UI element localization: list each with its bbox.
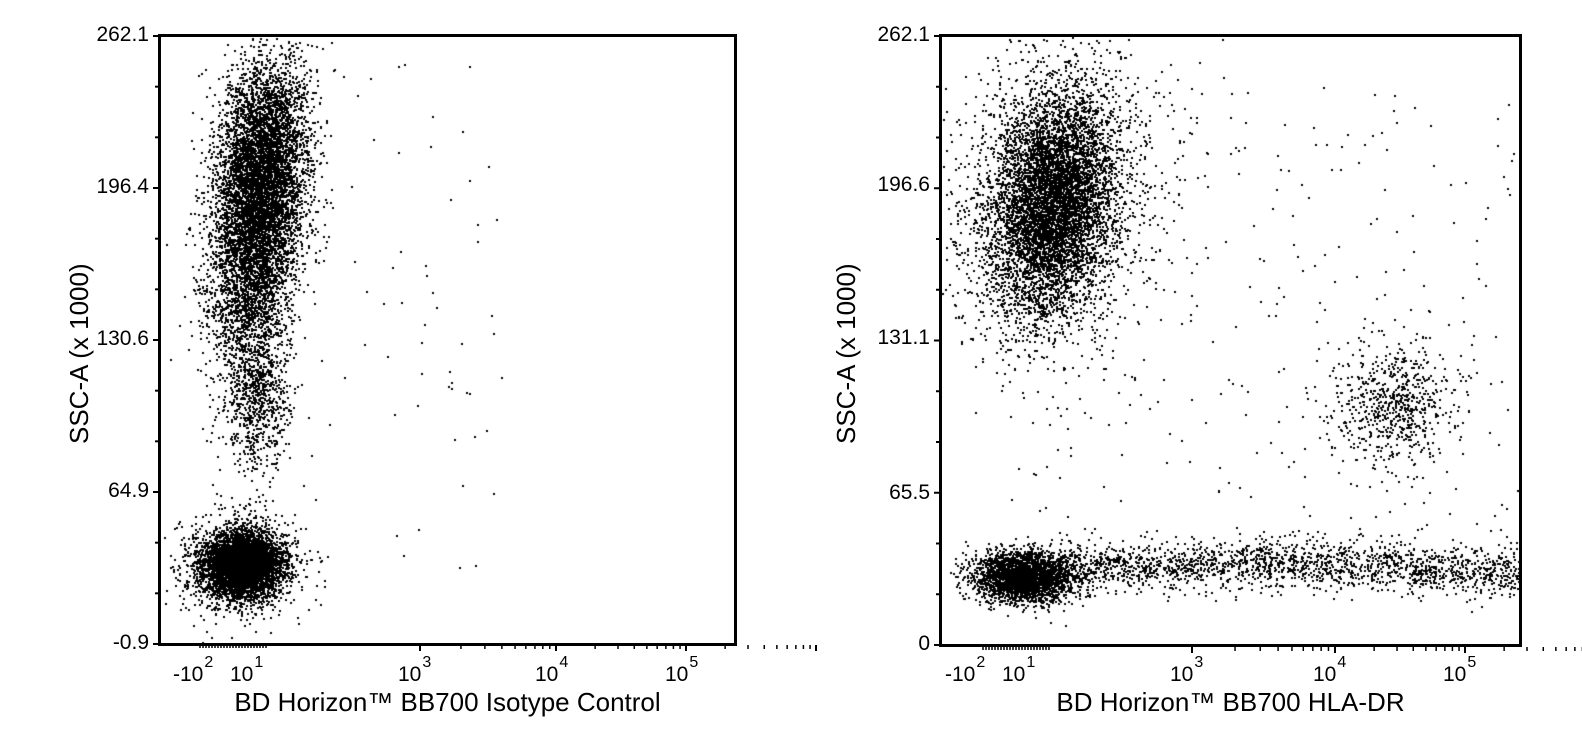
y-tick-label: 0	[918, 632, 930, 655]
x-tick-label: 105	[1443, 654, 1477, 686]
x-tick-label: 104	[535, 654, 569, 686]
y-tick-label: 65.5	[889, 481, 930, 504]
y-axis-label: SSC-A (x 1000)	[831, 263, 861, 444]
x-tick-label: 101	[1002, 654, 1036, 686]
x-tick-label: -102	[173, 654, 214, 686]
x-tick-label: 103	[398, 654, 432, 686]
x-axis-label: BD Horizon™ BB700 HLA-DR	[1056, 687, 1405, 717]
y-tick-label: 130.6	[96, 327, 149, 350]
x-tick-label: 105	[665, 654, 699, 686]
y-tick-label: 64.9	[108, 479, 149, 502]
scatter-points	[161, 37, 734, 643]
plot-hla-dr: 262.1 196.6 131.1 65.5 0 SSC-A (x 1000) …	[790, 0, 1582, 748]
y-axis-label: SSC-A (x 1000)	[64, 263, 94, 444]
x-tick-label: 103	[1170, 654, 1204, 686]
plot-isotype-control: 262.1 196.4 130.6 64.9 -0.9 SSC-A (x 100…	[0, 0, 790, 748]
x-tick-label: 101	[230, 654, 264, 686]
x-axis-label: BD Horizon™ BB700 Isotype Control	[234, 687, 661, 717]
y-tick-label: 262.1	[96, 23, 149, 46]
x-tick-label: -102	[945, 654, 986, 686]
y-tick-label: 196.4	[96, 175, 149, 198]
y-tick-label: -0.9	[112, 631, 149, 654]
x-tick-label: 104	[1313, 654, 1347, 686]
scatter-points	[942, 37, 1519, 644]
y-tick-label: 262.1	[877, 23, 930, 46]
y-tick-label: 131.1	[877, 326, 930, 349]
y-tick-label: 196.6	[877, 173, 930, 196]
plot-area	[158, 34, 737, 646]
plot-area	[939, 34, 1522, 647]
